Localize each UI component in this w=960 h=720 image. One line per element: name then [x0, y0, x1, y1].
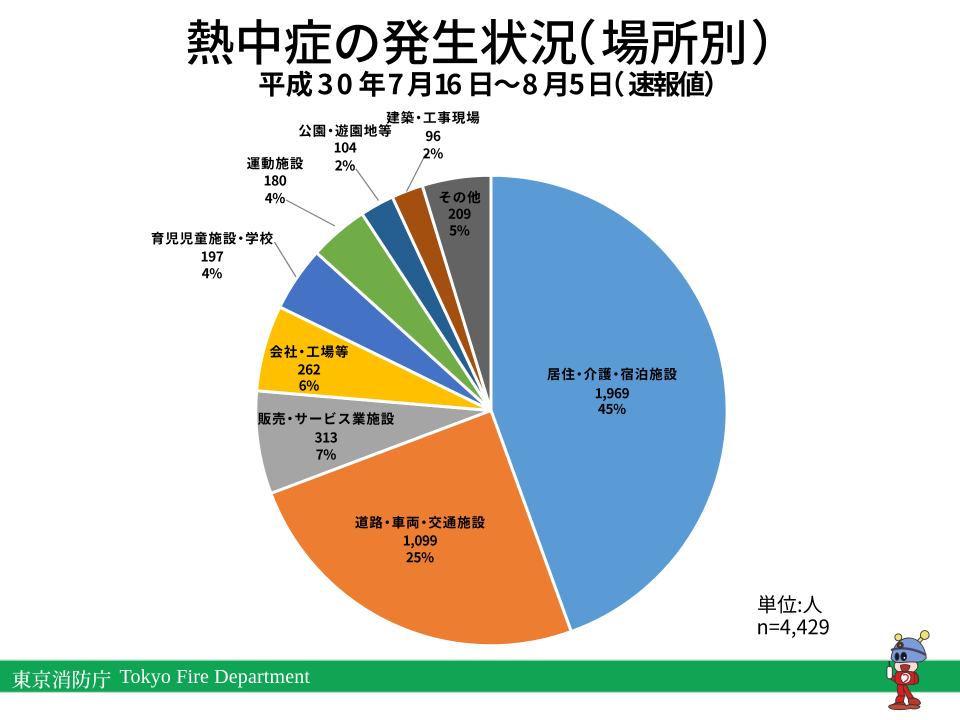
- svg-text:Tokyo Fire Department: Tokyo Fire Department: [120, 666, 311, 688]
